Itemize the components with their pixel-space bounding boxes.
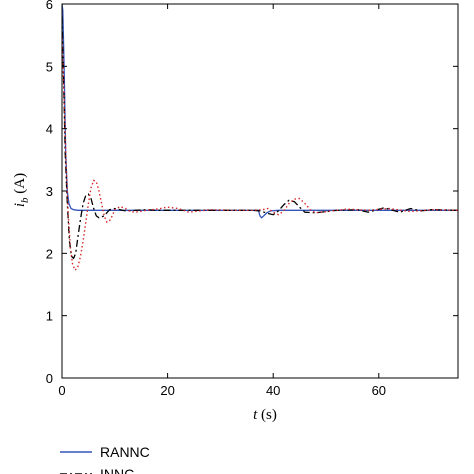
x-tick-label: 20	[160, 383, 174, 398]
series-line-1	[62, 4, 458, 219]
legend: RANNC INNC	[60, 444, 150, 474]
series-line-2	[62, 16, 458, 260]
series-line-3	[62, 35, 458, 272]
y-axis-label: ib (A)	[12, 173, 31, 207]
y-tick-label: 1	[46, 309, 53, 324]
y-tick-label: 6	[46, 0, 53, 12]
x-axis-label: t (s)	[253, 407, 277, 423]
x-tick-label: 60	[372, 383, 386, 398]
legend-label-1: RANNC	[100, 444, 150, 460]
y-tick-label: 4	[46, 122, 53, 137]
axes: 0 20 40 60 0 1 2 3 4 5 6	[46, 0, 459, 398]
x-tick-label: 0	[58, 383, 65, 398]
y-tick-label: 0	[46, 371, 53, 386]
legend-label-2: INNC	[100, 466, 134, 474]
plot-frame	[61, 3, 459, 379]
series-group	[62, 4, 458, 272]
x-tick-label: 40	[266, 383, 280, 398]
y-tick-label: 3	[46, 184, 53, 199]
y-tick-label: 5	[46, 59, 53, 74]
y-tick-label: 2	[46, 246, 53, 261]
